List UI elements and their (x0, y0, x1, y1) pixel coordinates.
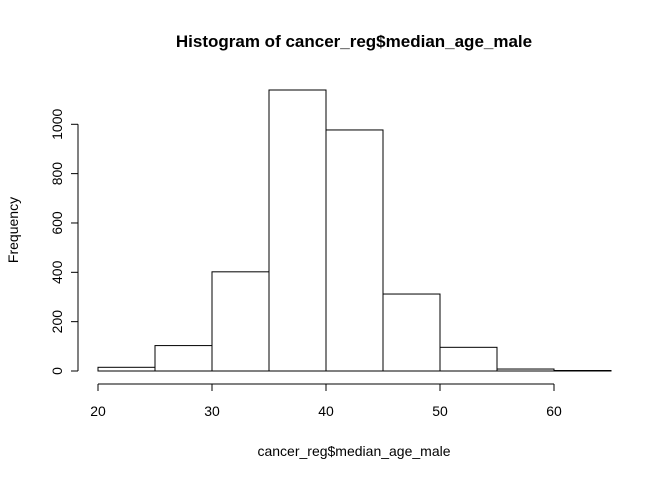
histogram-bar (211, 271, 270, 372)
bars-group (97, 89, 612, 372)
histogram-bar (268, 89, 327, 372)
histogram-bar (325, 129, 384, 372)
chart-title: Histogram of cancer_reg$median_age_male (176, 32, 532, 51)
histogram-bar (439, 346, 498, 372)
x-axis: 20 30 40 50 60 (90, 383, 562, 419)
x-tick-label: 20 (90, 403, 106, 419)
x-tick-label: 40 (318, 403, 334, 419)
x-tick-label: 30 (204, 403, 220, 419)
histogram-bar (154, 345, 213, 372)
y-tick-label: 1000 (49, 109, 65, 140)
y-tick-label: 800 (49, 162, 65, 186)
histogram-bar (382, 293, 441, 372)
histogram-bar (97, 366, 156, 372)
y-tick-label: 0 (49, 367, 65, 375)
x-axis-label: cancer_reg$median_age_male (257, 443, 450, 459)
y-tick-label: 400 (49, 260, 65, 284)
y-axis-label: Frequency (5, 197, 21, 263)
y-tick-label: 600 (49, 211, 65, 235)
y-tick-label: 200 (49, 310, 65, 334)
x-tick-label: 50 (432, 403, 448, 419)
histogram-bar (496, 368, 555, 372)
y-axis: 0 200 400 600 800 1000 (49, 109, 79, 375)
histogram-bar (553, 370, 612, 372)
x-tick-label: 60 (546, 403, 562, 419)
